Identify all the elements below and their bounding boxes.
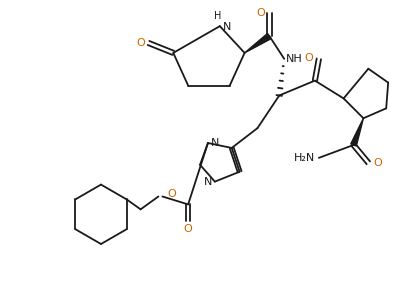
Polygon shape (351, 118, 363, 146)
Text: O: O (256, 8, 265, 18)
Text: N: N (204, 177, 212, 187)
Text: O: O (373, 158, 382, 168)
Text: NH: NH (286, 54, 303, 64)
Text: O: O (167, 188, 176, 198)
Text: H: H (214, 11, 222, 21)
Text: O: O (305, 53, 313, 63)
Polygon shape (245, 33, 271, 53)
Text: H₂N: H₂N (294, 153, 315, 163)
Text: O: O (184, 224, 192, 234)
Text: N: N (223, 22, 231, 32)
Text: N: N (211, 138, 219, 148)
Text: O: O (136, 38, 145, 48)
